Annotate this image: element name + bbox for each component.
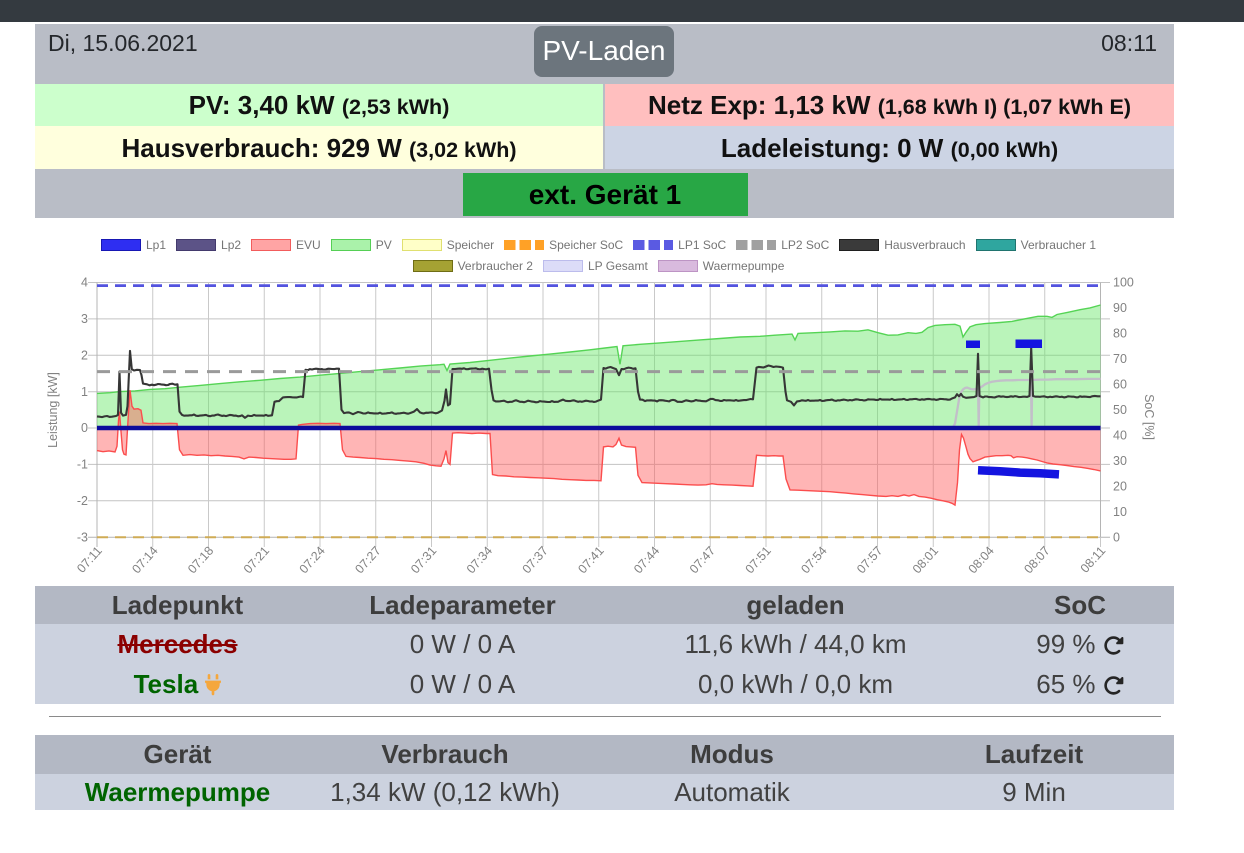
svg-text:100: 100: [1113, 276, 1134, 290]
svg-text:07:31: 07:31: [408, 544, 439, 577]
svg-text:08:07: 08:07: [1021, 544, 1052, 577]
svg-text:07:34: 07:34: [464, 544, 495, 577]
svg-text:90: 90: [1113, 301, 1127, 315]
svg-text:60: 60: [1113, 378, 1127, 392]
svg-text:20: 20: [1113, 480, 1127, 494]
svg-text:07:27: 07:27: [352, 544, 383, 577]
svg-text:07:21: 07:21: [241, 544, 272, 577]
svg-text:4: 4: [81, 276, 88, 290]
svg-text:0: 0: [81, 421, 88, 435]
svg-text:-3: -3: [77, 530, 88, 544]
svg-text:07:18: 07:18: [185, 544, 216, 577]
svg-text:07:41: 07:41: [575, 544, 606, 577]
svg-text:08:11: 08:11: [1078, 544, 1109, 576]
svg-text:0: 0: [1113, 530, 1120, 544]
svg-text:07:37: 07:37: [520, 544, 551, 577]
svg-text:SoC [%]: SoC [%]: [1142, 394, 1156, 440]
svg-text:07:47: 07:47: [687, 544, 718, 577]
svg-text:08:04: 08:04: [966, 544, 997, 577]
svg-text:07:11: 07:11: [74, 544, 105, 576]
svg-text:10: 10: [1113, 505, 1127, 519]
svg-text:07:57: 07:57: [854, 544, 885, 577]
svg-text:2: 2: [81, 349, 88, 363]
svg-text:1: 1: [81, 385, 88, 399]
svg-text:07:14: 07:14: [129, 544, 160, 577]
svg-text:40: 40: [1113, 429, 1127, 443]
svg-text:3: 3: [81, 312, 88, 326]
svg-text:-1: -1: [77, 458, 88, 472]
svg-text:07:24: 07:24: [297, 544, 328, 577]
svg-text:Leistung [kW]: Leistung [kW]: [46, 372, 60, 448]
svg-text:08:01: 08:01: [910, 544, 941, 577]
svg-text:50: 50: [1113, 403, 1127, 417]
svg-text:80: 80: [1113, 327, 1127, 341]
svg-text:70: 70: [1113, 352, 1127, 366]
svg-text:30: 30: [1113, 454, 1127, 468]
svg-text:07:54: 07:54: [798, 544, 829, 577]
svg-text:07:51: 07:51: [743, 544, 774, 577]
svg-text:-2: -2: [77, 494, 88, 508]
svg-text:07:44: 07:44: [631, 544, 662, 577]
